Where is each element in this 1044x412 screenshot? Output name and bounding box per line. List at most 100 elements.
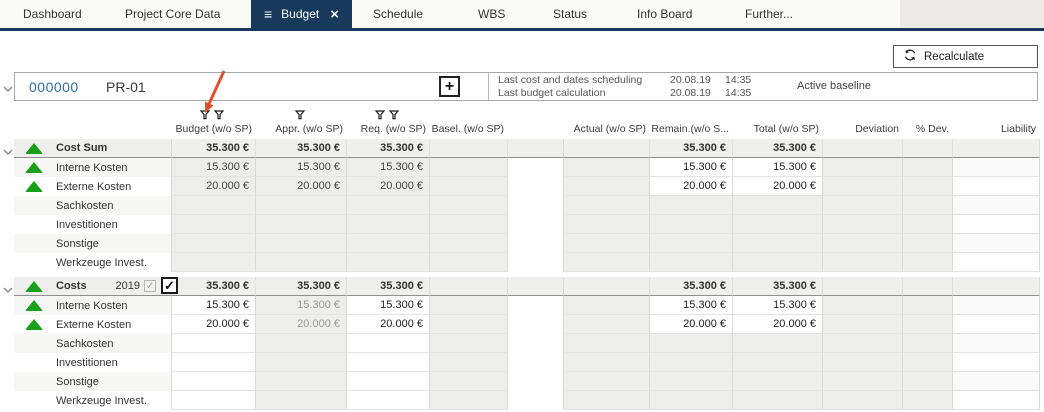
cell-budget [171, 253, 256, 272]
cell-budget[interactable] [171, 372, 256, 391]
tab-budget[interactable]: ≡ Budget × [251, 0, 352, 28]
cell-req[interactable] [347, 372, 430, 391]
cell-total: 35.300 € [733, 139, 823, 158]
section-gap [508, 139, 563, 158]
row-label: Interne Kosten [56, 299, 128, 312]
cell-total [733, 196, 823, 215]
info-label: Last cost and dates scheduling [498, 74, 643, 86]
cell-req[interactable] [347, 353, 430, 372]
tab-schedule[interactable]: Schedule [373, 0, 423, 28]
cell-total [733, 215, 823, 234]
column-header-remain: Remain.(w/o S... [650, 103, 733, 139]
filter-icon[interactable] [388, 110, 399, 121]
info-time: 14:35 [725, 74, 752, 86]
active-baseline-label: Active baseline [797, 80, 871, 92]
cell-actual [563, 196, 650, 215]
cell-liability [953, 372, 1040, 391]
table-row-werkzeuge-invest: Werkzeuge Invest. [14, 253, 1040, 272]
tab-status[interactable]: Status [553, 0, 587, 28]
cell-budget [171, 215, 256, 234]
cell-pdev [903, 296, 953, 315]
table-row-sonstige: Sonstige [14, 234, 1040, 253]
table-row-investitionen: Investitionen [14, 353, 1040, 372]
add-button[interactable]: + [439, 76, 460, 97]
cell-liability [953, 353, 1040, 372]
filter-icon[interactable] [294, 110, 305, 121]
cell-total [733, 234, 823, 253]
column-header-label: Liability [1000, 123, 1036, 135]
row-label-cell: Werkzeuge Invest. [14, 391, 171, 410]
table-row-externe-kosten: Externe Kosten 20.000 €20.000 €20.000 €20… [14, 315, 1040, 334]
recalculate-button[interactable]: Recalculate [893, 45, 1038, 68]
cell-appr [256, 196, 347, 215]
cell-budget[interactable]: 20.000 € [171, 315, 256, 334]
cell-budget: 35.300 € [171, 139, 256, 158]
cell-pdev [903, 196, 953, 215]
cell-req[interactable]: 15.300 € [347, 296, 430, 315]
cell-pdev [903, 139, 953, 158]
row-label: Interne Kosten [56, 161, 128, 174]
hamburger-icon[interactable]: ≡ [264, 6, 273, 22]
filter-icon[interactable] [374, 110, 385, 121]
expand-chevron-icon[interactable] [2, 282, 14, 300]
filter-icon[interactable] [213, 110, 224, 121]
filter-icons [294, 110, 305, 121]
year-checkbox[interactable]: ✓ [161, 277, 178, 294]
project-collapse-chevron-icon[interactable] [2, 80, 14, 98]
tab-info-board[interactable]: Info Board [637, 0, 692, 28]
cell-basel [430, 139, 508, 158]
cell-budget [171, 234, 256, 253]
cell-appr [256, 353, 347, 372]
cell-actual [563, 353, 650, 372]
filter-icon[interactable] [199, 110, 210, 121]
cell-appr [256, 372, 347, 391]
tab-label: Schedule [373, 7, 424, 21]
cell-appr: 35.300 € [256, 139, 347, 158]
section-gap [508, 334, 563, 353]
close-icon[interactable]: × [330, 5, 339, 23]
column-header-label: Total (w/o SP) [753, 123, 819, 135]
cell-deviation [823, 177, 903, 196]
cell-appr [256, 391, 347, 410]
cell-budget[interactable] [171, 334, 256, 353]
cell-req[interactable]: 20.000 € [347, 315, 430, 334]
cell-remain [650, 372, 733, 391]
tab-wbs[interactable]: WBS [478, 0, 505, 28]
expand-chevron-icon[interactable] [2, 144, 14, 162]
tab-dashboard[interactable]: Dashboard [23, 0, 82, 28]
column-header-label: Actual (w/o SP) [573, 123, 646, 135]
cell-budget[interactable] [171, 353, 256, 372]
cell-budget[interactable]: 15.300 € [171, 296, 256, 315]
cell-deviation [823, 315, 903, 334]
cell-remain [650, 215, 733, 234]
section-gap [508, 277, 563, 296]
row-label-cell: Sonstige [14, 372, 171, 391]
cell-total: 20.000 € [733, 177, 823, 196]
column-header-req: Req. (w/o SP) [347, 103, 430, 139]
cell-req: 15.300 € [347, 158, 430, 177]
info-line: Last budget calculation 20.08.19 14:35 [498, 87, 751, 99]
cell-liability [953, 139, 1040, 158]
tab-further[interactable]: Further... [745, 0, 793, 28]
cell-liability [953, 196, 1040, 215]
column-header-row: Budget (w/o SP) Appr. (w/o SP) Req. (w/o S… [14, 103, 1040, 139]
cell-actual [563, 372, 650, 391]
cell-pdev [903, 372, 953, 391]
scheduling-info: Last cost and dates scheduling 20.08.19 … [488, 73, 1038, 100]
cell-budget[interactable] [171, 391, 256, 410]
tab-project-core-data[interactable]: Project Core Data [125, 0, 220, 28]
table-row-externe-kosten: Externe Kosten 20.000 €20.000 €20.000 €20… [14, 177, 1040, 196]
cell-req[interactable] [347, 391, 430, 410]
column-header-budget: Budget (w/o SP) [171, 103, 256, 139]
cell-liability [953, 253, 1040, 272]
cell-liability [953, 215, 1040, 234]
section-gap [508, 296, 563, 315]
section-gap [508, 353, 563, 372]
cell-total [733, 353, 823, 372]
column-header-pdev: % Dev. [903, 103, 953, 139]
row-label-cell: Sachkosten [14, 196, 171, 215]
cell-req[interactable] [347, 334, 430, 353]
cell-pdev [903, 177, 953, 196]
cell-total: 15.300 € [733, 158, 823, 177]
cell-liability [953, 315, 1040, 334]
